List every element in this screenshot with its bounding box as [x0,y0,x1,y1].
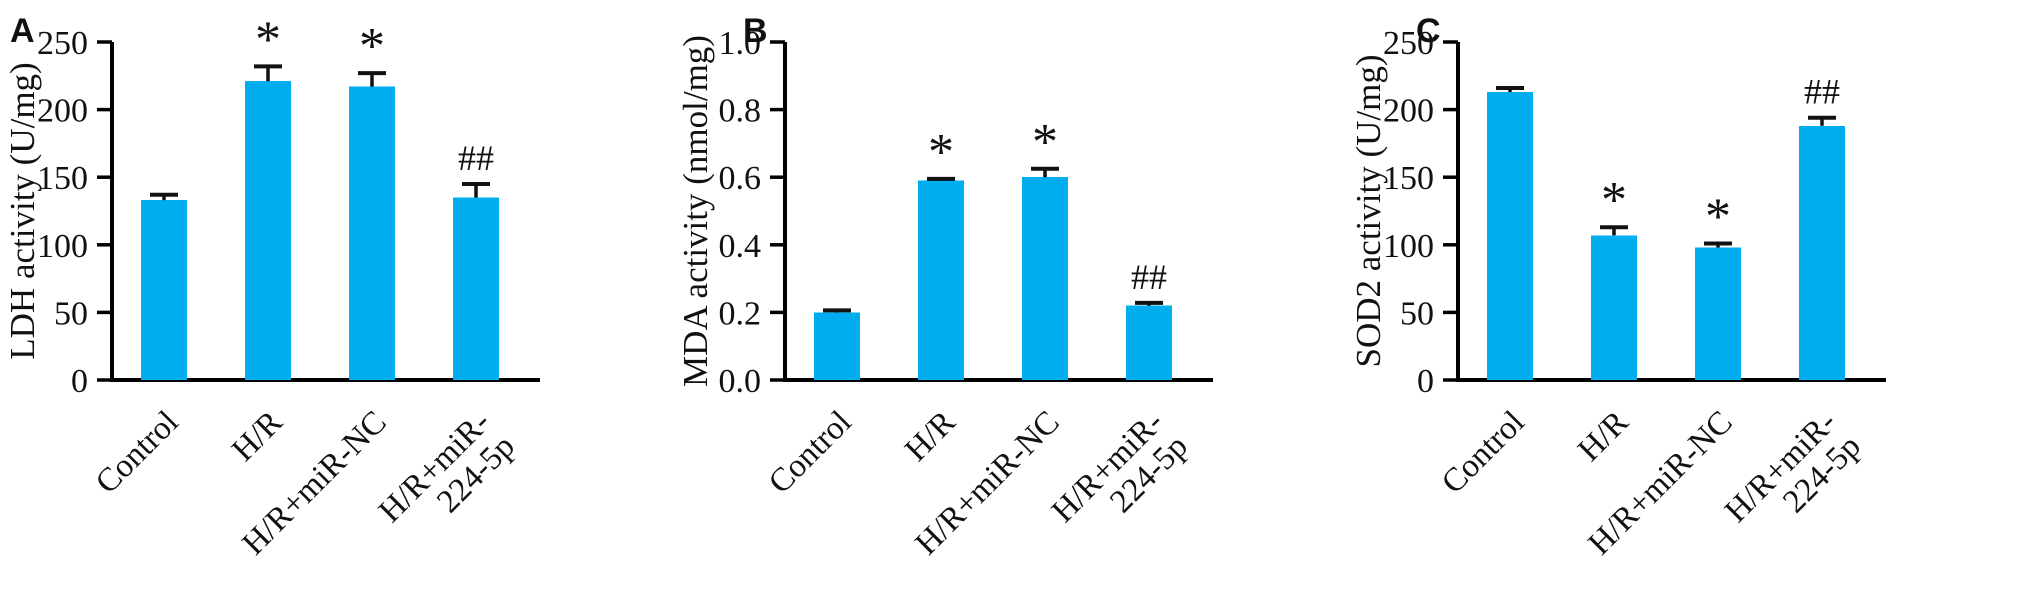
y-tick-label: 200 [37,93,88,130]
significance-marker: * [928,124,954,181]
x-tick-label: H/R+miR-224-5p [1045,404,1195,554]
bar [453,197,499,380]
panel-c: C 0 50 100 150 200 250 SOD2 activity (U/mg) Con… [1346,0,2019,602]
y-tick-label: 0 [1417,363,1434,400]
bar [349,86,395,380]
y-tick-label: 1.0 [719,25,762,62]
y-tick-label: 0.6 [719,160,762,197]
bar [918,180,964,380]
panel-a: A 0 50 100 150 200 250 LDH activity (U/mg) Cont… [0,0,673,602]
bar [1022,177,1068,380]
y-tick-label: 100 [37,228,88,265]
bar [1591,235,1637,380]
x-tick-label: Control [1435,404,1532,501]
x-tick-label: H/R [225,404,289,468]
bar [814,312,860,380]
x-tick-label: H/R+miR-224-5p [372,404,522,554]
y-axis-title: MDA activity (nmol/mg) [676,35,715,387]
significance-marker: ## [458,138,494,178]
y-tick-label: 0.8 [719,93,762,130]
significance-marker: ## [1804,72,1840,112]
y-tick-label: 200 [1383,93,1434,130]
y-tick-label: 0.2 [719,295,762,332]
y-tick-label: 150 [37,160,88,197]
significance-marker: * [1705,188,1731,245]
y-tick-label: 0 [71,363,88,400]
panel-a-letter: A [10,12,35,50]
x-tick-label: H/R [898,404,962,468]
y-tick-label: 0.0 [719,363,762,400]
panel-c-letter: C [1416,12,1441,50]
y-tick-label: 150 [1383,160,1434,197]
bar [141,200,187,380]
panel-b-letter: B [743,12,768,50]
panel-b: B 0.0 0.2 0.4 0.6 0.8 1.0 MDA activity (nmol/m… [673,0,1346,602]
y-tick-label: 250 [37,25,88,62]
y-axis-title: LDH activity (U/mg) [3,62,42,359]
x-tick-label: Control [89,404,186,501]
bar [1695,247,1741,380]
significance-marker: * [1032,114,1058,171]
x-tick-label: Control [762,404,859,501]
bar [1799,125,1845,380]
significance-marker: * [1601,172,1627,229]
y-tick-label: 100 [1383,228,1434,265]
significance-marker: ## [1131,257,1167,297]
y-tick-label: 50 [1400,295,1434,332]
significance-marker: * [255,11,281,68]
y-tick-label: 250 [1383,25,1434,62]
significance-marker: * [359,18,385,75]
y-tick-label: 50 [54,295,88,332]
bar [245,81,291,380]
x-tick-label: H/R+miR-224-5p [1718,404,1868,554]
bar [1126,305,1172,380]
bar [1487,92,1533,381]
y-tick-label: 0.4 [719,228,762,265]
y-axis-title: SOD2 activity (U/mg) [1349,54,1388,367]
x-tick-label: H/R [1571,404,1635,468]
